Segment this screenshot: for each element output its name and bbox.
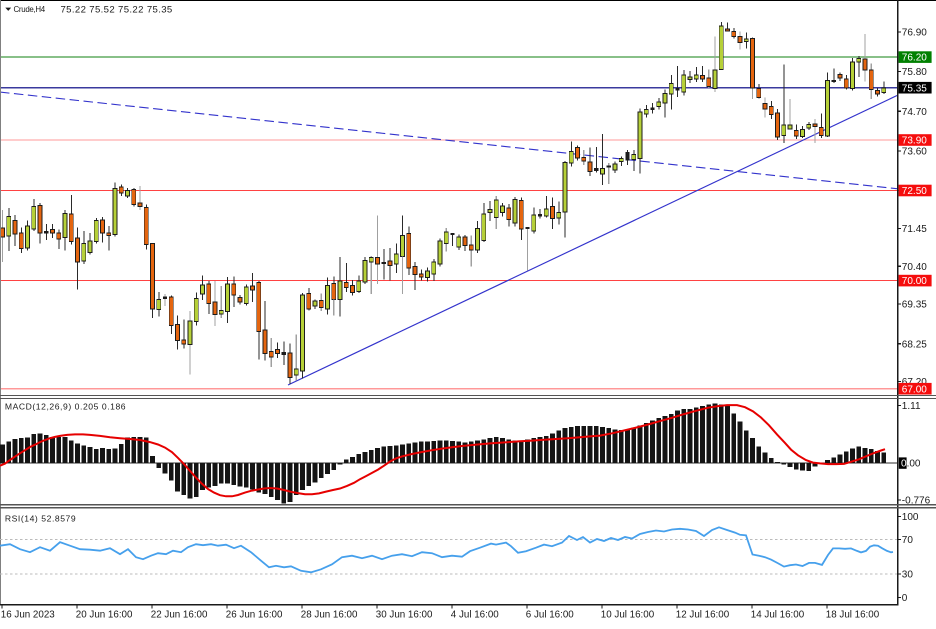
svg-text:70.00: 70.00 [902, 276, 927, 287]
svg-text:70: 70 [902, 535, 914, 546]
svg-text:75.80: 75.80 [902, 67, 927, 78]
svg-text:26 Jun 16:00: 26 Jun 16:00 [226, 609, 283, 620]
svg-text:100: 100 [902, 512, 919, 523]
svg-text:30: 30 [902, 569, 914, 580]
svg-text:16 Jun 2023: 16 Jun 2023 [1, 609, 55, 620]
svg-text:18 Jul 16:00: 18 Jul 16:00 [826, 609, 880, 620]
svg-text:75.35: 75.35 [902, 83, 927, 94]
svg-text:75.22 75.52 75.22 75.35: 75.22 75.52 75.22 75.35 [61, 4, 173, 15]
svg-text:RSI(14) 52.8579: RSI(14) 52.8579 [5, 514, 76, 524]
svg-text:76.90: 76.90 [902, 28, 927, 39]
svg-text:22 Jun 16:00: 22 Jun 16:00 [151, 609, 208, 620]
svg-text:72.50: 72.50 [902, 186, 927, 197]
svg-text:Crude,H4: Crude,H4 [14, 5, 46, 14]
svg-text:68.25: 68.25 [902, 339, 927, 350]
svg-text:1.11: 1.11 [902, 401, 921, 412]
svg-text:73.60: 73.60 [902, 146, 927, 157]
svg-text:0: 0 [902, 593, 908, 604]
svg-text:20 Jun 16:00: 20 Jun 16:00 [76, 609, 133, 620]
svg-text:71.45: 71.45 [902, 224, 927, 235]
svg-text:6 Jul 16:00: 6 Jul 16:00 [526, 609, 574, 620]
svg-text:4 Jul 16:00: 4 Jul 16:00 [451, 609, 499, 620]
svg-text:67.00: 67.00 [902, 384, 927, 395]
svg-text:67.20: 67.20 [902, 377, 927, 388]
svg-text:70.40: 70.40 [902, 262, 927, 273]
svg-text:28 Jun 16:00: 28 Jun 16:00 [301, 609, 358, 620]
svg-text:69.35: 69.35 [902, 300, 927, 311]
svg-text:74.70: 74.70 [902, 107, 927, 118]
svg-text:10 Jul 16:00: 10 Jul 16:00 [601, 609, 655, 620]
svg-text:12 Jul 16:00: 12 Jul 16:00 [676, 609, 730, 620]
svg-text:-0.776: -0.776 [902, 496, 931, 507]
svg-text:.00: .00 [907, 459, 921, 470]
svg-text:MACD(12,26,9) 0.205 0.186: MACD(12,26,9) 0.205 0.186 [5, 401, 126, 411]
svg-text:76.20: 76.20 [902, 53, 927, 64]
svg-text:30 Jun 16:00: 30 Jun 16:00 [376, 609, 433, 620]
svg-text:14 Jul 16:00: 14 Jul 16:00 [751, 609, 805, 620]
svg-text:0: 0 [901, 459, 907, 470]
svg-text:73.90: 73.90 [902, 136, 927, 147]
